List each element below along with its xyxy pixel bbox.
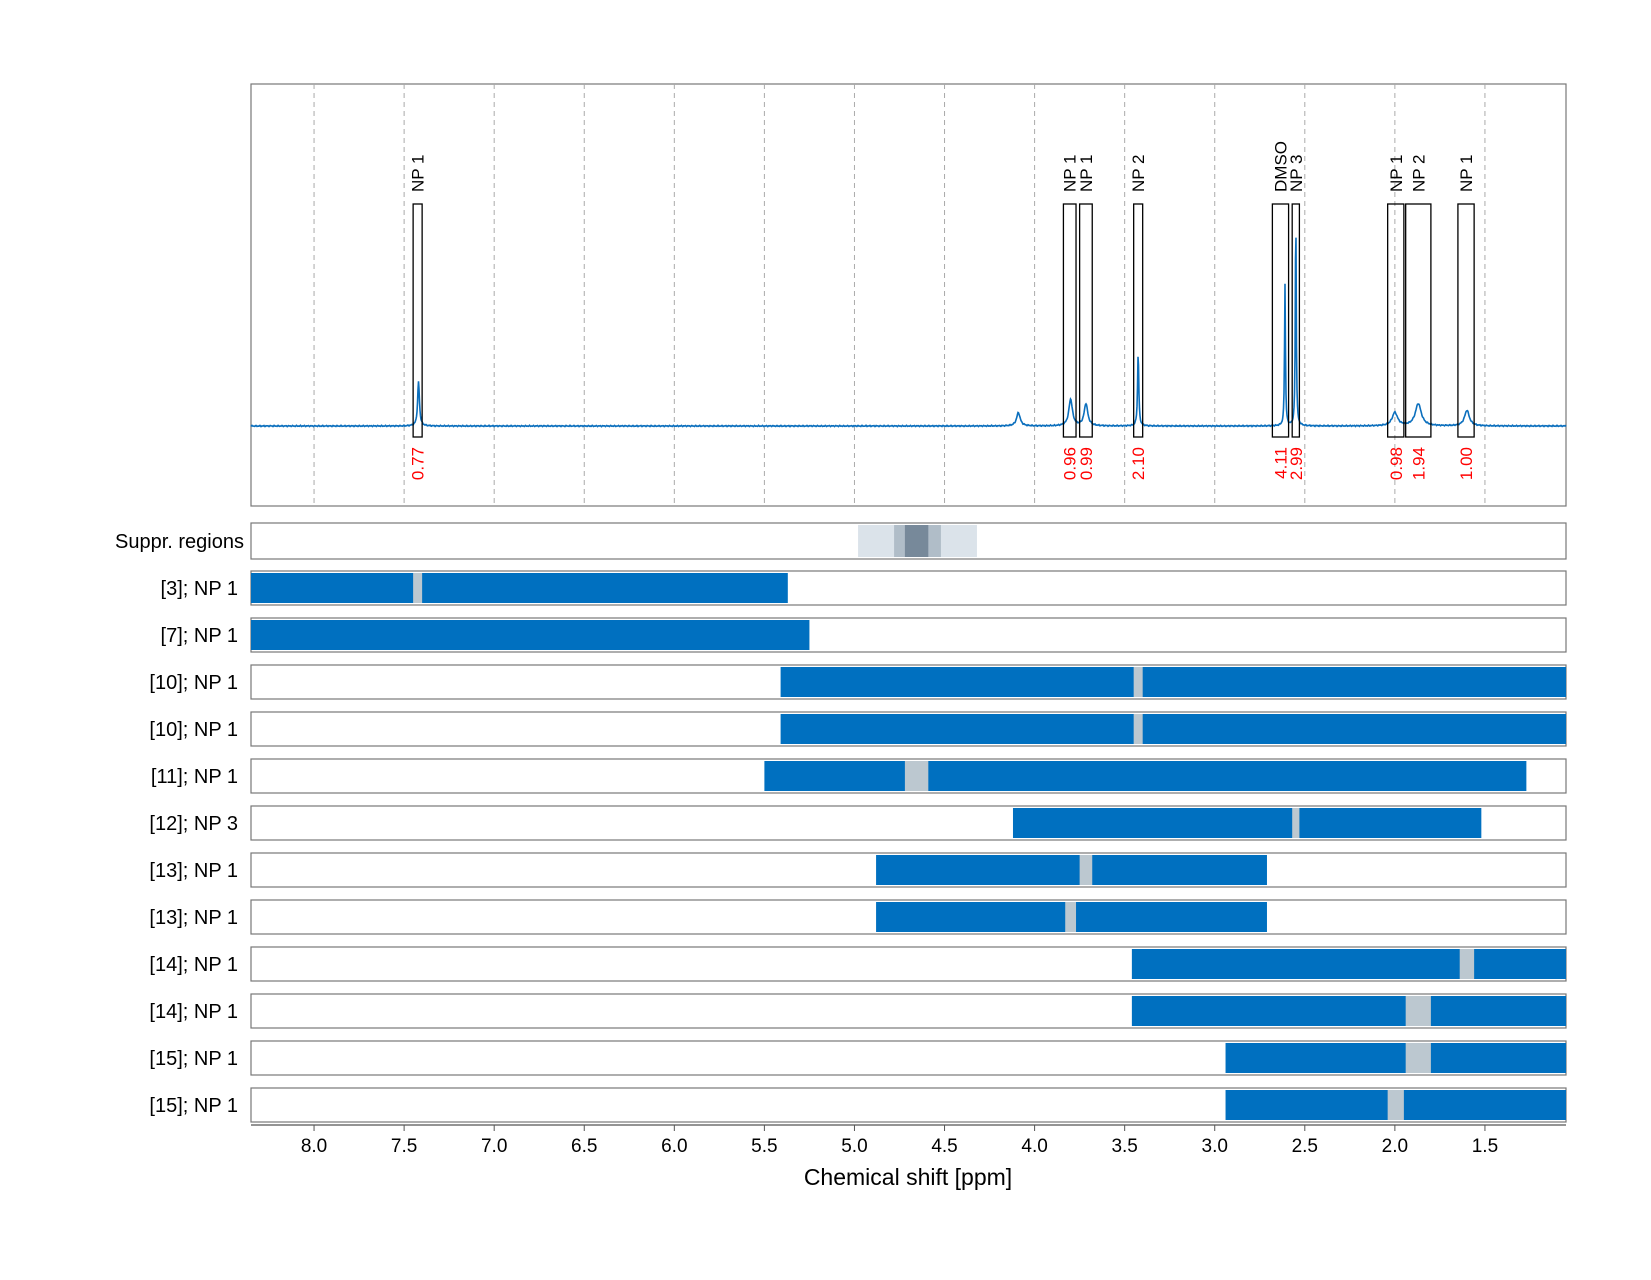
row-bar: [1131, 949, 1566, 979]
row-bar: [876, 855, 1267, 885]
integral-value: 2.10: [1129, 447, 1148, 480]
peak-region-box: [412, 203, 423, 438]
x-tick-label: 8.0: [301, 1136, 327, 1157]
row-gap: [904, 761, 929, 791]
x-tick-label: 1.5: [1472, 1136, 1498, 1157]
row-bar: [251, 573, 788, 603]
x-tick-label: 3.0: [1202, 1136, 1228, 1157]
integral-value: 0.99: [1077, 447, 1096, 480]
peak-label: NP 1: [1077, 155, 1096, 193]
integral-value: 4.11: [1271, 447, 1290, 479]
row-gap: [1405, 996, 1431, 1026]
row-label: [13]; NP 1: [149, 907, 238, 929]
integral-value: 1.94: [1409, 447, 1428, 480]
row-label: [10]; NP 1: [149, 672, 238, 694]
suppr-regions-label: Suppr. regions: [115, 531, 244, 553]
peak-region-box: [1133, 203, 1144, 438]
row-bar: [1131, 996, 1566, 1026]
row-gap: [1133, 667, 1143, 697]
peak-label: NP 2: [1409, 155, 1428, 193]
row-bar: [1225, 1043, 1566, 1073]
integral-value: 2.99: [1287, 447, 1306, 480]
integral-value: 1.00: [1457, 447, 1476, 480]
row-bar: [764, 761, 1527, 791]
integral-value: 0.96: [1061, 447, 1080, 480]
peak-label: NP 3: [1287, 155, 1306, 193]
peak-region-box: [1078, 203, 1093, 438]
x-tick-label: 5.0: [841, 1136, 867, 1157]
row-bar: [780, 667, 1566, 697]
x-tick-label: 7.0: [481, 1136, 507, 1157]
row-label: [14]; NP 1: [149, 954, 238, 976]
peak-label: NP 1: [1387, 155, 1406, 193]
peak-region-box: [1062, 203, 1077, 438]
row-label: [10]; NP 1: [149, 719, 238, 741]
peak-label: NP 2: [1129, 155, 1148, 193]
row-label: [15]; NP 1: [149, 1095, 238, 1117]
peak-region-box: [1405, 203, 1432, 438]
x-tick-label: 6.0: [661, 1136, 687, 1157]
x-tick-label: 2.0: [1382, 1136, 1408, 1157]
row-gap: [1387, 1090, 1404, 1120]
row-gap: [1079, 855, 1093, 885]
peak-label: DMSO: [1271, 141, 1290, 192]
peak-region-box: [1457, 203, 1475, 438]
row-label: [14]; NP 1: [149, 1001, 238, 1023]
peak-region-box: [1271, 203, 1290, 438]
peak-region-box: [1291, 203, 1301, 438]
x-tick-label: 6.5: [571, 1136, 597, 1157]
x-tick-label: 4.5: [931, 1136, 957, 1157]
row-gap: [1459, 949, 1475, 979]
suppressed-band: [904, 525, 929, 557]
peak-label: NP 1: [1457, 155, 1476, 193]
peak-region-box: [1387, 203, 1405, 438]
x-tick-label: 2.5: [1292, 1136, 1318, 1157]
row-gap: [1405, 1043, 1431, 1073]
row-bar: [251, 620, 810, 650]
row-label: [7]; NP 1: [161, 625, 238, 647]
row-gap: [1065, 902, 1077, 932]
x-tick-label: 7.5: [391, 1136, 417, 1157]
peak-label: NP 1: [1061, 155, 1080, 193]
row-gap: [1292, 808, 1300, 838]
x-tick-label: 5.5: [751, 1136, 777, 1157]
integral-value: 0.77: [409, 447, 428, 480]
row-label: [11]; NP 1: [151, 766, 238, 788]
x-tick-label: 4.0: [1021, 1136, 1047, 1157]
row-label: [3]; NP 1: [161, 578, 238, 600]
row-gap: [413, 573, 423, 603]
x-tick-label: 3.5: [1111, 1136, 1137, 1157]
row-gap: [1133, 714, 1143, 744]
row-label: [15]; NP 1: [149, 1048, 238, 1070]
spectrum-panel: [250, 83, 1567, 507]
row-label: [13]; NP 1: [149, 860, 238, 882]
peak-label: NP 1: [409, 155, 428, 193]
x-axis-label: Chemical shift [ppm]: [804, 1164, 1012, 1190]
spectrum-line: [250, 237, 1567, 428]
row-label: [12]; NP 3: [149, 813, 238, 835]
row-bar: [1012, 808, 1482, 838]
row-bar: [780, 714, 1566, 744]
integral-value: 0.98: [1387, 447, 1406, 480]
